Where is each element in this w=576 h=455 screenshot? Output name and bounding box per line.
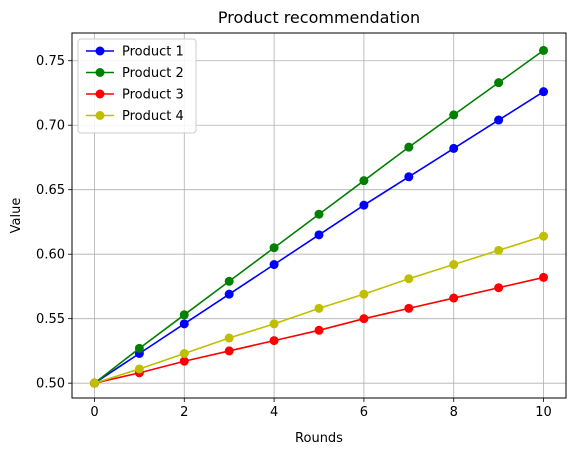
data-point — [180, 319, 189, 328]
data-point — [539, 87, 548, 96]
legend-label: Product 2 — [122, 66, 184, 81]
legend-swatch-marker — [96, 90, 105, 99]
data-point — [494, 283, 503, 292]
data-point — [494, 246, 503, 255]
legend-swatch-marker — [96, 47, 105, 56]
data-point — [494, 78, 503, 87]
data-point — [404, 274, 413, 283]
data-point — [135, 344, 144, 353]
y-tick-label: 0.65 — [36, 183, 65, 198]
x-tick-label: 4 — [270, 405, 278, 420]
data-point — [359, 176, 368, 185]
data-point — [315, 210, 324, 219]
x-tick-label: 8 — [450, 405, 458, 420]
x-axis-label: Rounds — [295, 431, 343, 446]
data-point — [449, 144, 458, 153]
data-point — [449, 294, 458, 303]
y-tick-label: 0.50 — [36, 377, 65, 392]
legend-swatch-marker — [96, 111, 105, 120]
data-point — [315, 326, 324, 335]
x-tick-label: 0 — [90, 405, 98, 420]
legend-label: Product 1 — [122, 45, 184, 60]
data-point — [404, 172, 413, 181]
data-point — [494, 116, 503, 125]
data-point — [404, 304, 413, 313]
legend-swatch-marker — [96, 68, 105, 77]
data-point — [315, 304, 324, 313]
data-point — [359, 314, 368, 323]
data-point — [404, 143, 413, 152]
legend-label: Product 3 — [122, 88, 184, 103]
data-point — [180, 357, 189, 366]
data-point — [449, 110, 458, 119]
data-point — [315, 230, 324, 239]
data-point — [270, 336, 279, 345]
chart-title: Product recommendation — [218, 8, 420, 27]
data-point — [270, 260, 279, 269]
data-point — [539, 46, 548, 55]
data-point — [359, 290, 368, 299]
data-point — [449, 260, 458, 269]
data-point — [539, 232, 548, 241]
legend: Product 1 Product 2 Product 3 Product 4 — [78, 39, 196, 133]
data-point — [539, 273, 548, 282]
data-point — [225, 346, 234, 355]
data-point — [270, 243, 279, 252]
legend-label: Product 4 — [122, 109, 184, 124]
data-point — [225, 277, 234, 286]
data-point — [180, 310, 189, 319]
data-point — [135, 364, 144, 373]
y-tick-label: 0.75 — [36, 54, 65, 69]
x-tick-label: 6 — [360, 405, 368, 420]
data-point — [359, 201, 368, 210]
data-point — [225, 290, 234, 299]
x-tick-label: 2 — [180, 405, 188, 420]
x-tick-label: 10 — [535, 405, 552, 420]
data-point — [270, 319, 279, 328]
data-point — [180, 349, 189, 358]
data-point — [90, 379, 99, 388]
y-axis-label: Value — [9, 198, 24, 234]
data-point — [225, 334, 234, 343]
y-tick-label: 0.55 — [36, 312, 65, 327]
y-tick-label: 0.60 — [36, 248, 65, 263]
y-tick-label: 0.70 — [36, 119, 65, 134]
